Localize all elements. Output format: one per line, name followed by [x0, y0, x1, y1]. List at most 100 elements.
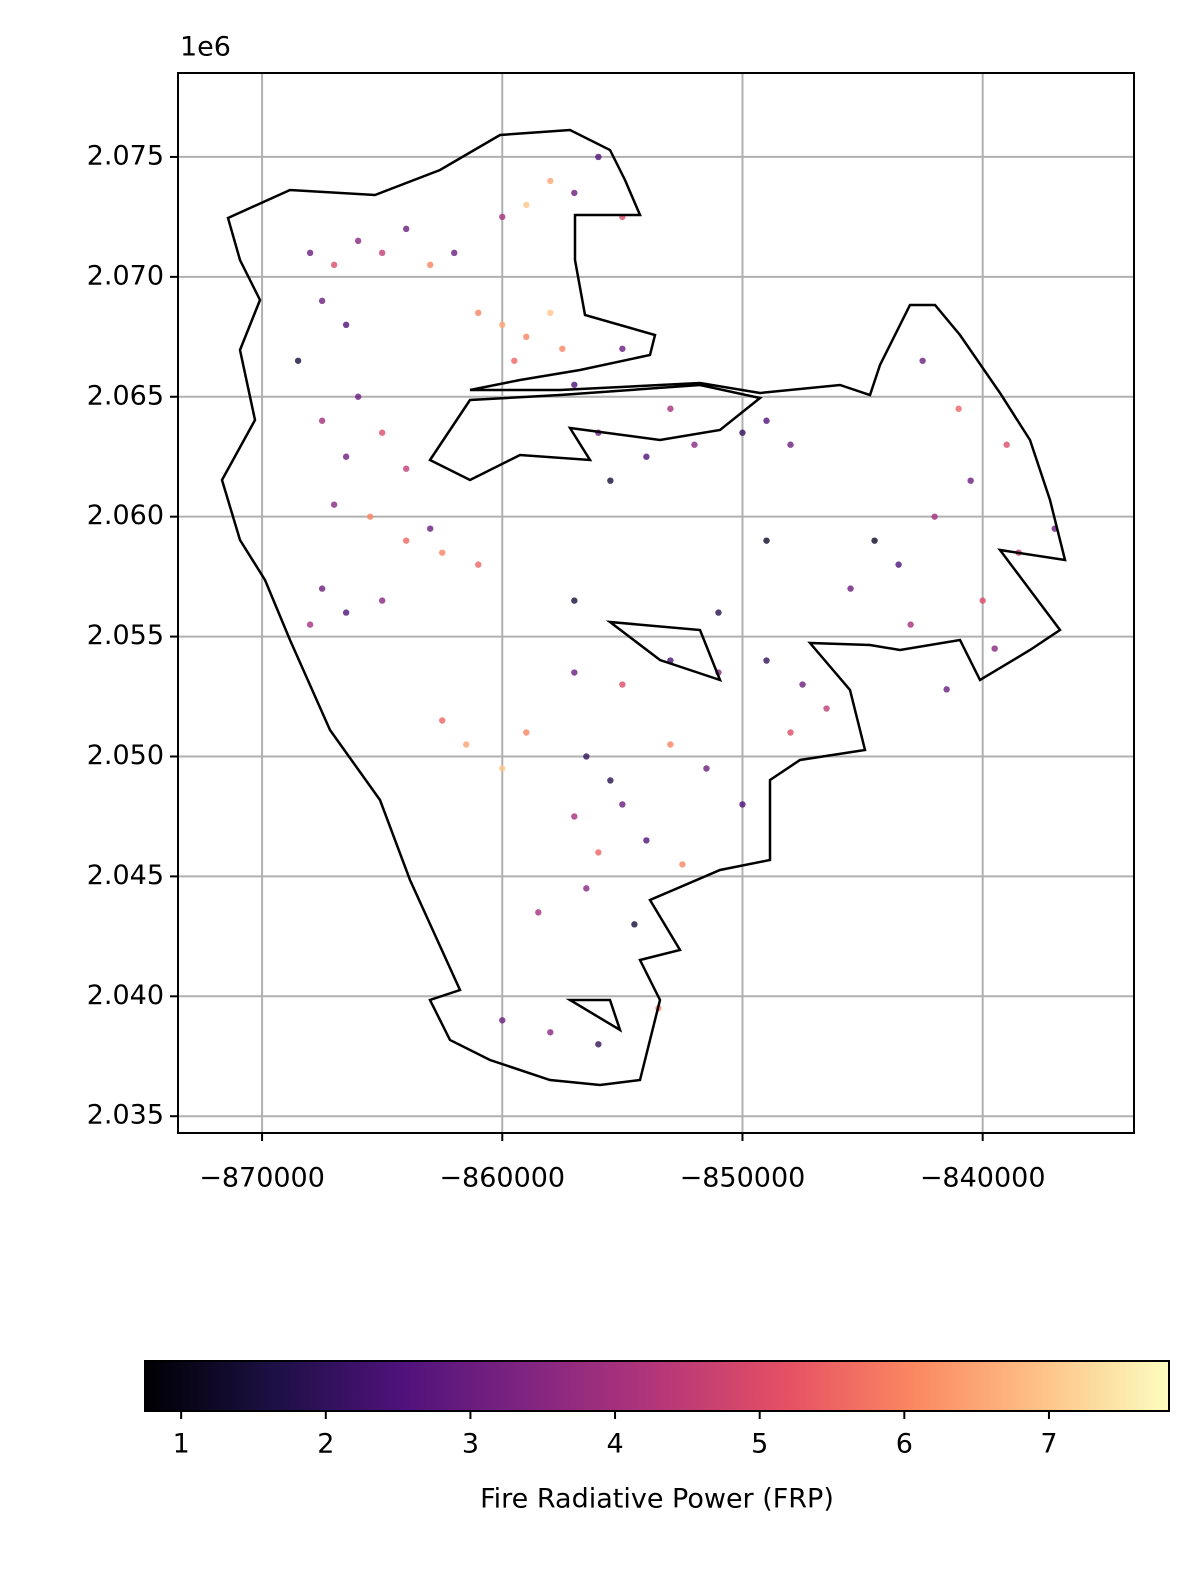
fire-point — [907, 621, 914, 628]
fire-point — [571, 189, 578, 197]
fire-point — [475, 309, 482, 317]
fire-point — [619, 801, 626, 808]
colorbar-tick-label: 4 — [606, 1429, 623, 1460]
fire-point — [451, 249, 458, 257]
fire-point — [342, 609, 350, 616]
fire-point — [330, 261, 338, 269]
fire-point — [366, 513, 374, 520]
fire-point — [763, 417, 770, 424]
fire-point — [475, 561, 482, 568]
fire-point — [955, 405, 962, 412]
fire-point — [378, 249, 386, 257]
colorbar-label: Fire Radiative Power (FRP) — [480, 1484, 834, 1515]
fire-point — [631, 921, 638, 928]
fire-point — [571, 381, 578, 388]
fire-point — [931, 513, 938, 520]
fire-point — [595, 153, 602, 161]
y-tick-label: 2.060 — [87, 500, 164, 531]
fire-point — [306, 621, 314, 628]
colorbar-frame — [144, 1360, 1170, 1412]
fire-point — [511, 357, 518, 364]
fire-point — [342, 321, 350, 329]
fire-point — [318, 585, 326, 592]
fire-point — [703, 765, 710, 772]
fire-point — [402, 537, 410, 544]
fire-point — [427, 261, 434, 269]
fire-point — [715, 609, 722, 616]
colorbar-tick-label: 3 — [462, 1429, 479, 1460]
fire-point — [499, 321, 506, 329]
fire-point — [667, 741, 674, 748]
fire-point — [547, 1029, 554, 1036]
x-tick-label: −860000 — [439, 1163, 565, 1194]
fire-point — [342, 453, 350, 460]
fire-point — [318, 417, 326, 424]
fire-point — [571, 669, 578, 676]
fire-point — [1003, 441, 1010, 448]
fire-point — [499, 213, 506, 221]
fire-point — [427, 525, 434, 532]
y-tick-label: 2.075 — [87, 140, 164, 171]
x-tick-label: −870000 — [199, 1163, 325, 1194]
y-tick-label: 2.050 — [87, 740, 164, 771]
y-tick-label: 2.040 — [87, 980, 164, 1011]
fire-point — [571, 597, 578, 604]
fire-point — [318, 297, 326, 305]
fire-point — [523, 201, 530, 209]
plot-frame — [177, 72, 1135, 1134]
fire-point — [354, 393, 362, 400]
fire-point — [619, 345, 626, 352]
fire-point — [871, 537, 878, 544]
y-tick-label: 2.055 — [87, 620, 164, 651]
fire-point — [583, 753, 590, 760]
colorbar-tick-label: 7 — [1040, 1429, 1057, 1460]
fire-point — [763, 537, 770, 544]
fire-point — [439, 717, 446, 724]
fire-point — [402, 225, 410, 233]
fire-point — [739, 429, 746, 436]
colorbar-tick-label: 5 — [751, 1429, 768, 1460]
fire-point — [787, 729, 794, 736]
colorbar-tick-label: 2 — [317, 1429, 334, 1460]
colorbar-tick-label: 6 — [896, 1429, 913, 1460]
y-tick-label: 2.070 — [87, 260, 164, 291]
fire-point — [979, 597, 986, 604]
fire-point — [643, 837, 650, 844]
fire-point — [799, 681, 806, 688]
fire-point — [330, 501, 338, 508]
y-tick-label: 2.045 — [87, 860, 164, 891]
fire-point — [535, 909, 542, 916]
fire-point — [787, 441, 794, 448]
fire-point — [547, 177, 554, 185]
fire-point — [439, 549, 446, 556]
fire-point — [679, 861, 686, 868]
fire-point — [691, 441, 698, 448]
colorbar-tick-label: 1 — [173, 1429, 190, 1460]
fire-point — [583, 885, 590, 892]
x-tick-label: −850000 — [680, 1163, 806, 1194]
fire-point — [823, 705, 830, 712]
y-tick-label: 2.035 — [87, 1100, 164, 1131]
fire-point — [499, 765, 506, 772]
fire-perimeter — [220, 128, 1067, 1087]
fire-point — [895, 561, 902, 568]
fire-point — [547, 309, 554, 317]
fire-point — [378, 429, 386, 436]
y-offset-label: 1e6 — [180, 32, 231, 63]
fire-point — [571, 813, 578, 820]
fire-point — [354, 237, 362, 245]
fire-point — [559, 345, 566, 352]
fire-point — [523, 333, 530, 341]
x-tick-label: −840000 — [920, 1163, 1046, 1194]
fire-point — [499, 1017, 506, 1024]
fire-point — [619, 681, 626, 688]
fire-point — [294, 357, 302, 364]
y-tick-label: 2.065 — [87, 380, 164, 411]
fire-point — [523, 729, 530, 736]
fire-point — [607, 477, 614, 484]
fire-point — [306, 249, 314, 257]
fire-point — [595, 1041, 602, 1048]
fire-point — [763, 657, 770, 664]
